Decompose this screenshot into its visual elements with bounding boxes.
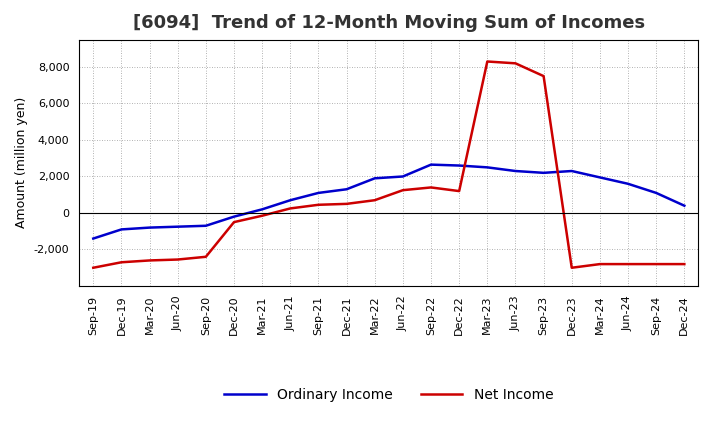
Ordinary Income [258, 207, 266, 212]
Legend: Ordinary Income, Net Income: Ordinary Income, Net Income [219, 382, 559, 407]
Net Income [258, 213, 266, 218]
Ordinary Income [567, 169, 576, 174]
Net Income [539, 73, 548, 79]
Ordinary Income [370, 176, 379, 181]
Ordinary Income [455, 163, 464, 168]
Ordinary Income [539, 170, 548, 176]
Ordinary Income [117, 227, 126, 232]
Net Income [483, 59, 492, 64]
Ordinary Income [314, 190, 323, 195]
Ordinary Income [399, 174, 408, 179]
Net Income [230, 220, 238, 225]
Line: Ordinary Income: Ordinary Income [94, 165, 684, 238]
Ordinary Income [286, 198, 294, 203]
Net Income [567, 265, 576, 271]
Net Income [399, 187, 408, 193]
Net Income [89, 265, 98, 271]
Ordinary Income [230, 214, 238, 219]
Ordinary Income [624, 181, 632, 187]
Ordinary Income [89, 236, 98, 241]
Net Income [455, 188, 464, 194]
Ordinary Income [342, 187, 351, 192]
Title: [6094]  Trend of 12-Month Moving Sum of Incomes: [6094] Trend of 12-Month Moving Sum of I… [132, 15, 645, 33]
Ordinary Income [145, 225, 154, 230]
Net Income [342, 201, 351, 206]
Ordinary Income [680, 203, 688, 208]
Net Income [595, 261, 604, 267]
Ordinary Income [652, 190, 660, 195]
Net Income [314, 202, 323, 207]
Ordinary Income [427, 162, 436, 167]
Net Income [202, 254, 210, 260]
Net Income [145, 258, 154, 263]
Net Income [174, 257, 182, 262]
Line: Net Income: Net Income [94, 62, 684, 268]
Ordinary Income [595, 175, 604, 180]
Ordinary Income [174, 224, 182, 229]
Y-axis label: Amount (million yen): Amount (million yen) [15, 97, 28, 228]
Net Income [624, 261, 632, 267]
Ordinary Income [483, 165, 492, 170]
Net Income [370, 198, 379, 203]
Ordinary Income [511, 169, 520, 174]
Net Income [652, 261, 660, 267]
Net Income [511, 61, 520, 66]
Net Income [680, 261, 688, 267]
Net Income [286, 206, 294, 211]
Net Income [117, 260, 126, 265]
Ordinary Income [202, 223, 210, 228]
Net Income [427, 185, 436, 190]
